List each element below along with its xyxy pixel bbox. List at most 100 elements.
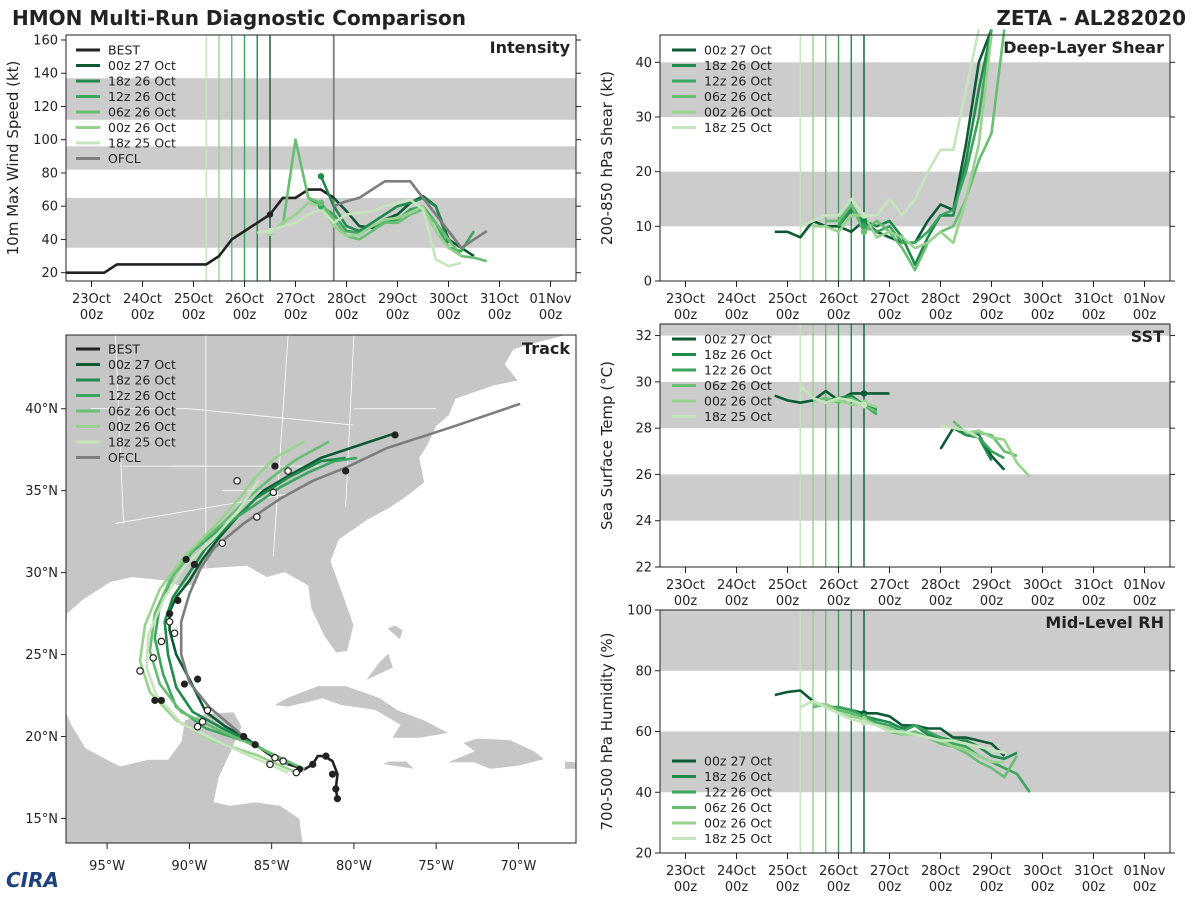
shear-marker (860, 212, 868, 219)
shear-marker (860, 228, 868, 235)
shear-xtick-sublabel: 00z (1133, 308, 1157, 323)
rh-ytick-label: 40 (635, 786, 652, 801)
sst-title: SST (1131, 327, 1164, 346)
rh-series-r12z26 (825, 705, 1031, 794)
state-border (189, 408, 354, 426)
shear-xtick-label: 24Oct (717, 292, 756, 307)
shear-xtick-label: 30Oct (1023, 292, 1062, 307)
intensity-xtick-sublabel: 00z (335, 308, 359, 323)
track-open-dot (198, 717, 207, 726)
rh-ytick-label: 80 (635, 664, 652, 679)
track-black-dot (251, 741, 259, 749)
shear-xtick-sublabel: 00z (1082, 308, 1106, 323)
rh-xtick-label: 30Oct (1023, 864, 1062, 879)
rh-xtick-label: 24Oct (717, 864, 756, 879)
shear-xtick-label: 26Oct (819, 292, 858, 307)
intensity-panel: 2040608010012014016023Oct00z24Oct00z25Oc… (4, 33, 581, 323)
intensity-marker (317, 173, 325, 180)
sst-xtick-sublabel: 00z (980, 594, 1004, 609)
rh-legend-label: 00z 27 Oct (704, 754, 772, 769)
track-black-dot (309, 760, 317, 768)
track-open-dot (233, 477, 241, 485)
track-xtick-label: 90°W (171, 859, 207, 874)
rh-ylabel: 700-500 hPa Humidity (%) (598, 632, 616, 830)
rh-legend-label: 12z 26 Oct (704, 785, 772, 800)
rh-xtick-sublabel: 00z (1082, 880, 1106, 895)
shear-series-r00z26 (813, 34, 993, 250)
intensity-marker (266, 211, 274, 218)
sst-marker (860, 401, 868, 409)
track-black-dot (182, 555, 190, 564)
intensity-xtick-sublabel: 00z (233, 308, 257, 323)
intensity-xtick-sublabel: 00z (80, 308, 104, 323)
sst-series-r18z25 (940, 424, 980, 439)
intensity-title: Intensity (490, 38, 571, 57)
intensity-xtick-label: 30Oct (429, 292, 468, 307)
shear-xtick-sublabel: 00z (1031, 308, 1055, 323)
track-ytick-label: 15°N (25, 812, 58, 827)
shear-xtick-sublabel: 00z (878, 308, 902, 323)
shear-ytick-label: 30 (635, 111, 652, 126)
rh-xtick-sublabel: 00z (1031, 880, 1055, 895)
track-open-dot (149, 654, 157, 662)
sst-xtick-sublabel: 00z (674, 594, 698, 609)
rh-xtick-label: 28Oct (921, 864, 960, 879)
intensity-xtick-label: 25Oct (174, 292, 213, 307)
track-open-dot (170, 629, 179, 638)
track-open-dot (266, 760, 274, 769)
track-black-dot (194, 675, 202, 683)
state-border (272, 335, 289, 557)
sst-xtick-label: 26Oct (819, 578, 858, 593)
intensity-xtick-sublabel: 00z (131, 308, 155, 323)
shear-marker (860, 217, 868, 225)
sst-ytick-label: 28 (635, 422, 652, 437)
shear-legend-label: 00z 27 Oct (704, 43, 772, 58)
shear-series-r18z25 (799, 29, 981, 228)
storm-id: ZETA - AL282020 (996, 6, 1186, 30)
rh-series-r00z26 (813, 702, 1005, 764)
sst-shaded-band (660, 381, 1170, 429)
track-xtick-label: 75°W (418, 859, 454, 874)
intensity-series-r06z26 (281, 138, 488, 263)
sst-ytick-label: 30 (635, 375, 652, 390)
track-open-dot (203, 706, 212, 715)
sst-xtick-label: 27Oct (870, 578, 909, 593)
rh-xtick-sublabel: 00z (674, 880, 698, 895)
sst-xtick-sublabel: 00z (1031, 594, 1055, 609)
rh-legend-label: 00z 26 Oct (704, 816, 772, 831)
sst-xtick-label: 30Oct (1023, 578, 1062, 593)
track-black-dot (174, 596, 182, 605)
sst-xtick-sublabel: 00z (827, 594, 851, 609)
intensity-series-r00z26 (269, 201, 463, 258)
shear-xtick-label: 31Oct (1074, 292, 1113, 307)
jamaica-land (380, 760, 416, 770)
sst-shaded-band (660, 474, 1170, 521)
track-xtick-label: 80°W (336, 859, 372, 874)
sst-xtick-sublabel: 00z (1133, 594, 1157, 609)
sst-legend-label: 18z 26 Oct (704, 347, 772, 362)
intensity-series-OFCL (333, 180, 488, 250)
intensity-xtick-sublabel: 00z (386, 308, 410, 323)
track-series-r18z25 (145, 480, 289, 774)
sst-xtick-sublabel: 00z (878, 594, 902, 609)
track-open-dot (218, 539, 227, 547)
cira-logo: CIRA (6, 868, 59, 892)
shear-legend-label: 00z 26 Oct (704, 105, 772, 120)
shear-xtick-label: 25Oct (768, 292, 807, 307)
intensity-marker (317, 199, 325, 207)
track-series-r06z26 (148, 440, 330, 771)
sst-xtick-label: 24Oct (717, 578, 756, 593)
rh-xtick-label: 29Oct (972, 864, 1011, 879)
rh-xtick-label: 01Nov (1124, 864, 1166, 879)
sst-ytick-label: 26 (635, 468, 652, 483)
intensity-xtick-sublabel: 00z (437, 308, 461, 323)
shear-xtick-label: 27Oct (870, 292, 909, 307)
shear-ylabel: 200-850 hPa Shear (kt) (598, 71, 616, 245)
sst-legend-label: 18z 25 Oct (704, 409, 772, 424)
shear-legend-label: 18z 26 Oct (704, 58, 772, 73)
shear-xtick-label: 01Nov (1124, 292, 1166, 307)
intensity-marker (266, 227, 274, 235)
bahamas-land (365, 652, 394, 682)
rh-xtick-label: 26Oct (819, 864, 858, 879)
shear-xtick-sublabel: 00z (725, 308, 749, 323)
